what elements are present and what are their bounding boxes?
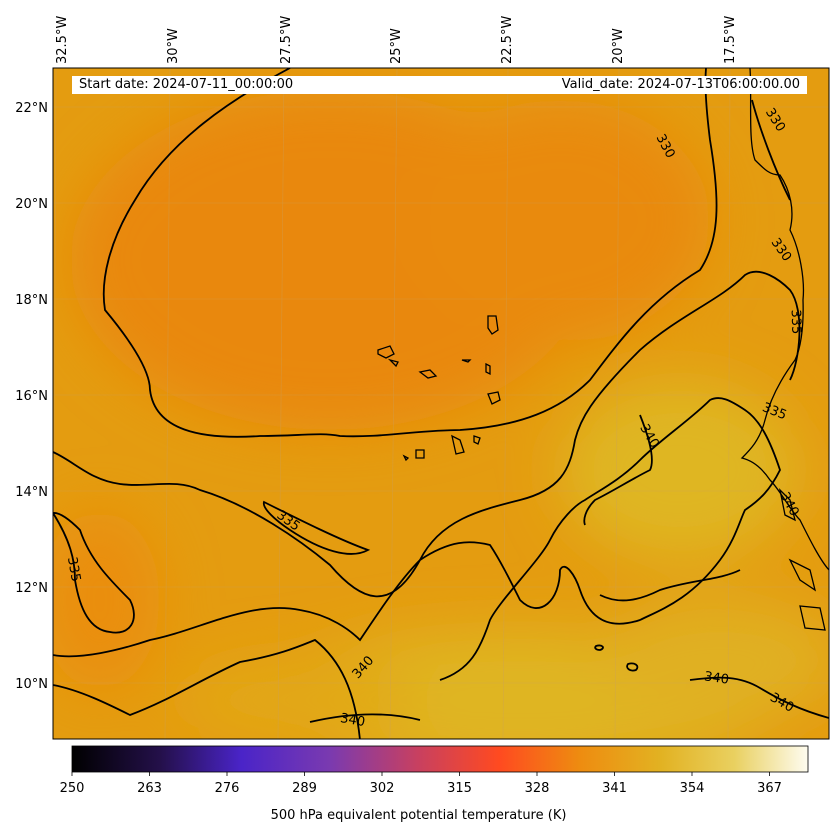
lon-tick-label: 20°W <box>611 28 626 64</box>
contour-label: 340 <box>339 711 366 730</box>
coastlines <box>377 68 829 631</box>
colorbar-tick-label: 354 <box>680 781 705 796</box>
theta-e-field: 330 330 330 335 335 335 335 340 340 340 … <box>53 68 829 739</box>
colorbar-tick-label: 289 <box>292 781 317 796</box>
lat-tick-label: 18°N <box>15 293 48 308</box>
latitude-labels: 22°N 20°N 18°N 16°N 14°N 12°N 10°N <box>15 101 48 692</box>
colorbar-tick-label: 367 <box>757 781 782 796</box>
colorbar-ticks <box>71 772 770 776</box>
colorbar-tick-label: 302 <box>370 781 395 796</box>
colorbar-tick-label: 276 <box>215 781 240 796</box>
lat-tick-label: 22°N <box>15 101 48 116</box>
colorbar-tick-label: 263 <box>137 781 162 796</box>
lat-tick-label: 10°N <box>15 677 48 692</box>
contour-label: 335 <box>788 309 804 334</box>
colorbar-tick-label: 250 <box>60 781 85 796</box>
colorbar-tick-label: 341 <box>602 781 627 796</box>
lon-tick-label: 27.5°W <box>279 16 294 64</box>
lon-tick-label: 30°W <box>166 28 181 64</box>
contour-lines <box>53 68 829 739</box>
lon-tick-label: 17.5°W <box>723 16 738 64</box>
longitude-labels: 32.5°W 30°W 27.5°W 25°W 22.5°W 20°W 17.5… <box>55 16 738 64</box>
colorbar-tick-labels: 250 263 276 289 302 315 328 341 354 367 <box>60 781 782 796</box>
contour-label: 335 <box>64 556 83 583</box>
colorbar-tick-label: 328 <box>525 781 550 796</box>
valid-date-text: Valid_date: 2024-07-13T06:00:00.00 <box>561 77 800 92</box>
start-date-text: Start date: 2024-07-11_00:00:00 <box>79 77 294 92</box>
lon-tick-label: 25°W <box>389 28 404 64</box>
map-frame <box>52 67 830 740</box>
lat-tick-label: 20°N <box>15 197 48 212</box>
colorbar-tick-label: 315 <box>447 781 472 796</box>
lon-tick-label: 22.5°W <box>500 16 515 64</box>
contour-label: 340 <box>703 669 730 687</box>
lon-tick-label: 32.5°W <box>55 16 70 64</box>
colorbar-label: 500 hPa equivalent potential temperature… <box>270 808 567 823</box>
lat-tick-label: 14°N <box>15 485 48 500</box>
lat-tick-label: 16°N <box>15 389 48 404</box>
date-banner: Start date: 2024-07-11_00:00:00 Valid_da… <box>72 76 807 94</box>
colorbar <box>71 745 809 773</box>
lat-tick-label: 12°N <box>15 581 48 596</box>
